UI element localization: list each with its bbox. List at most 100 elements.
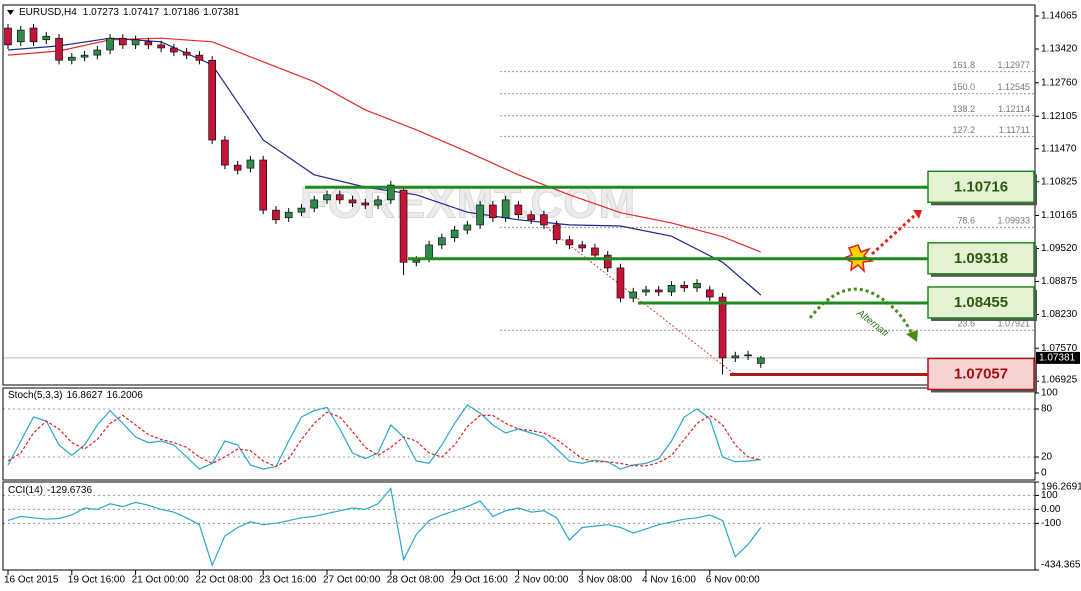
candle-body [412,259,421,263]
ohlc-high: 1.07417 [123,7,160,18]
x-tick-label: 28 Oct 08:00 [387,575,445,586]
candle-body [259,159,268,211]
candle-body [157,44,165,49]
candle-body [591,247,599,256]
symbol-header: EURUSD,H4 1.07273 1.07417 1.07186 1.07381 [19,7,240,18]
indicator-line [7,404,761,470]
stoch-title: Stoch(5,3,3) [8,390,62,401]
x-tick-label: 6 Nov 00:00 [706,575,760,586]
y-tick-label: 0 [1041,468,1047,479]
candle-body [757,357,765,364]
plot-layer: 1.14065 1.13420 1.12760 1.12105 1.11470 1.108… [3,11,1081,586]
candle-body [603,254,612,269]
y-tick-label: 1.10825 [1041,176,1078,187]
candle-body [705,289,714,298]
candle-body [514,204,523,216]
current-price-label: 1.07381 [1039,353,1076,364]
indicator-line [7,411,761,468]
y-tick-label: 100 [1041,388,1058,399]
ohlc-low: 1.07186 [163,7,200,18]
candle-body [246,159,255,169]
candle-body [208,59,216,141]
candle-body [335,194,344,201]
candle-body [361,202,370,206]
y-tick-label: 1.13420 [1041,44,1078,55]
candle-body [170,47,178,53]
arrow-head [913,210,922,219]
x-tick-label: 23 Oct 16:00 [259,575,317,586]
candle-body [348,199,357,204]
arrow-head [906,330,918,342]
y-tick-label: 1.08230 [1041,309,1078,320]
candle-body [310,199,319,209]
candle-body [4,27,12,46]
candle-body [425,244,433,259]
candle-body [29,27,38,43]
candle-body [284,211,293,219]
candle-body [565,239,574,246]
candle-body [476,204,484,226]
x-tick-label: 27 Oct 00:00 [323,575,381,586]
candle-body [578,244,587,249]
level-box [927,286,1035,319]
level-label: 1.08455 [954,294,1008,311]
candle-body [501,199,510,219]
fib-ratio: 78.6 [957,216,975,226]
level-box [927,357,1035,391]
symbol: EURUSD,H4 [19,7,77,18]
cci-header: CCI(14) -129.6736 [8,485,92,496]
y-tick-label: 1.11470 [1041,143,1077,154]
fib-ratio: 161.8 [952,60,975,70]
x-tick-label: 22 Oct 08:00 [195,575,253,586]
trend-line [539,221,734,374]
candle-body [489,204,497,219]
candle-body [119,37,127,46]
candle-body [323,194,331,201]
level-label: 1.07057 [954,365,1008,382]
y-tick-label: 1.10165 [1041,210,1078,221]
cci-panel-border [2,481,1036,571]
ohlc-close: 1.07381 [203,7,240,18]
fib-price: 1.12977 [997,60,1030,70]
candle-body [744,354,752,357]
overlay-layer: 1.10716 1.09318 1.08455 1.07057 1.07381 [305,170,1080,393]
stoch-header: Stoch(5,3,3) 16.8627 16.2006 [8,390,143,401]
fib-price: 1.09933 [997,216,1030,226]
fib-price: 1.12114 [998,104,1030,114]
current-price-tag [1036,351,1080,364]
y-tick-label: 1.12760 [1041,77,1078,88]
x-tick-label: 21 Oct 00:00 [132,575,190,586]
cci-title: CCI(14) [8,485,43,496]
y-tick-label: 0.00 [1041,504,1061,515]
candle-body [182,51,191,56]
candle-body [80,54,89,58]
candle-body [221,139,229,166]
candle-body [680,285,689,289]
candle-body [42,35,51,41]
y-tick-label: 1.12105 [1041,111,1078,122]
candle-body [272,209,280,221]
candle-body [552,224,561,241]
x-tick-label: 3 Nov 08:00 [578,575,632,586]
candle-body [55,37,63,61]
candle-body [131,39,140,46]
level-label: 1.10716 [954,178,1008,195]
candle-body [629,291,638,299]
candle-body [731,355,740,359]
y-tick-label: 20 [1041,452,1053,463]
fib-price: 1.12545 [997,82,1030,92]
indicator-line [7,487,762,567]
fib-ratio: 150.0 [952,82,975,92]
candle-body [616,267,625,299]
candle-body [438,237,446,246]
y-tick-label: 196.2691 [1041,482,1081,493]
x-tick-label: 16 Oct 2015 [4,575,59,586]
candle-body [233,164,242,171]
x-tick-label: 4 Nov 16:00 [642,575,696,586]
candle-body [106,37,114,51]
y-tick-label: 1.06925 [1041,375,1078,386]
menu-triangle [7,10,14,15]
